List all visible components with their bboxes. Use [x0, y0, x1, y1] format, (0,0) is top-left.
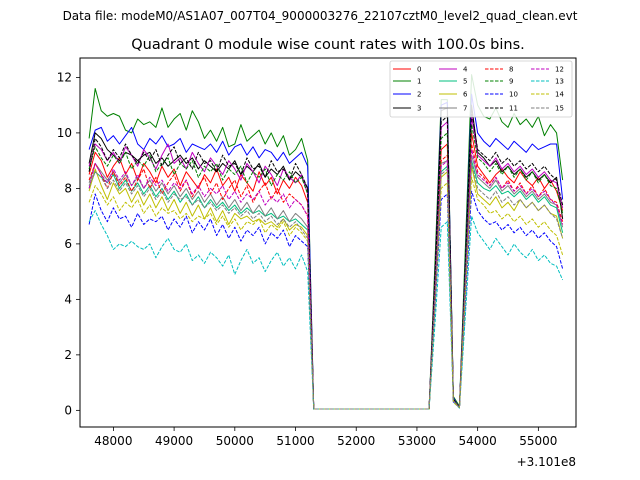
legend-box	[389, 60, 573, 118]
legend-label-11: 11	[509, 105, 518, 113]
legend-label-3: 3	[417, 105, 421, 113]
legend-label-5: 5	[463, 78, 467, 86]
x-tick-label: 51000	[276, 434, 314, 448]
y-axis: 0 2 4 6 8 10 12	[57, 70, 80, 417]
y-tick-label: 2	[64, 348, 72, 362]
legend-label-12: 12	[555, 66, 564, 74]
x-tick-label: 54000	[459, 434, 497, 448]
x-axis-offset-label: +3.101e8	[517, 455, 576, 469]
series-line-13	[88, 210, 564, 410]
legend-label-13: 13	[555, 78, 564, 86]
legend-label-15: 15	[555, 105, 564, 113]
y-tick-label: 12	[57, 70, 72, 84]
y-tick-label: 8	[64, 181, 72, 195]
x-tick-label: 50000	[216, 434, 254, 448]
legend-label-2: 2	[417, 91, 421, 99]
x-tick-label: 55000	[519, 434, 557, 448]
x-tick-label: 53000	[398, 434, 436, 448]
x-tick-label: 52000	[337, 434, 375, 448]
x-axis: 48000 49000 50000 51000 52000 53000 54000 55000	[94, 427, 557, 448]
legend-label-9: 9	[509, 78, 513, 86]
y-tick-label: 6	[64, 237, 72, 251]
legend-label-14: 14	[555, 91, 564, 99]
legend-label-1: 1	[417, 78, 421, 86]
plot-area	[79, 57, 577, 428]
axes-frame	[79, 57, 577, 428]
y-tick-label: 4	[64, 292, 72, 306]
legend-label-8: 8	[509, 66, 513, 74]
x-tick-label: 48000	[94, 434, 132, 448]
legend-label-6: 6	[463, 91, 468, 99]
series-line-15	[88, 162, 564, 410]
legend-label-0: 0	[417, 66, 421, 74]
series-layer	[88, 74, 564, 410]
chart-title: Quadrant 0 module wise count rates with …	[131, 37, 525, 53]
figure-suptitle: Data file: modeM0/AS1A07_007T04_90000032…	[63, 9, 578, 23]
legend-label-4: 4	[463, 66, 468, 74]
x-tick-label: 49000	[155, 434, 193, 448]
y-tick-label: 10	[57, 126, 72, 140]
legend-label-7: 7	[463, 105, 467, 113]
y-tick-label: 0	[64, 403, 72, 417]
legend-label-10: 10	[509, 91, 518, 99]
